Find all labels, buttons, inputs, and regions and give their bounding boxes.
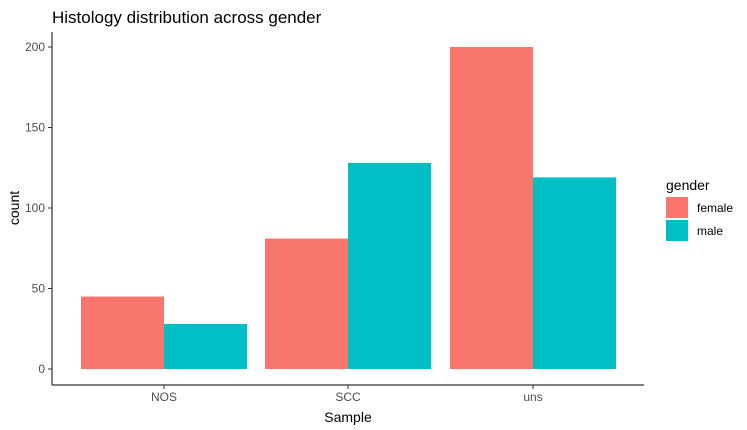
y-tick-label-150: 150 [25,121,45,135]
legend-label-male: male [697,224,723,238]
bar-female-uns [450,47,533,369]
x-axis-ticks: NOS SCC uns [151,385,543,404]
chart-title: Histology distribution across gender [52,8,322,27]
legend-items: female male [666,197,733,241]
y-tick-label-100: 100 [25,201,45,215]
y-axis-ticks: 0 50 100 150 200 [25,40,52,376]
legend: gender female male [666,177,733,241]
x-axis-title: Sample [324,409,372,425]
legend-label-female: female [697,201,733,215]
bar-male-uns [533,177,616,369]
bars-group [81,47,616,369]
legend-swatch-male [666,220,688,241]
bar-female-scc [265,238,348,369]
y-axis-title: count [6,191,22,225]
legend-swatch-female [666,197,688,218]
x-tick-label-nos: NOS [151,390,177,404]
legend-title: gender [666,177,710,193]
y-tick-label-50: 50 [32,282,46,296]
bar-female-nos [81,296,164,369]
y-tick-label-200: 200 [25,40,45,54]
y-tick-label-0: 0 [38,362,45,376]
bar-male-nos [164,323,247,369]
bar-male-scc [348,162,431,369]
x-tick-label-uns: uns [523,390,542,404]
x-tick-label-scc: SCC [335,390,361,404]
